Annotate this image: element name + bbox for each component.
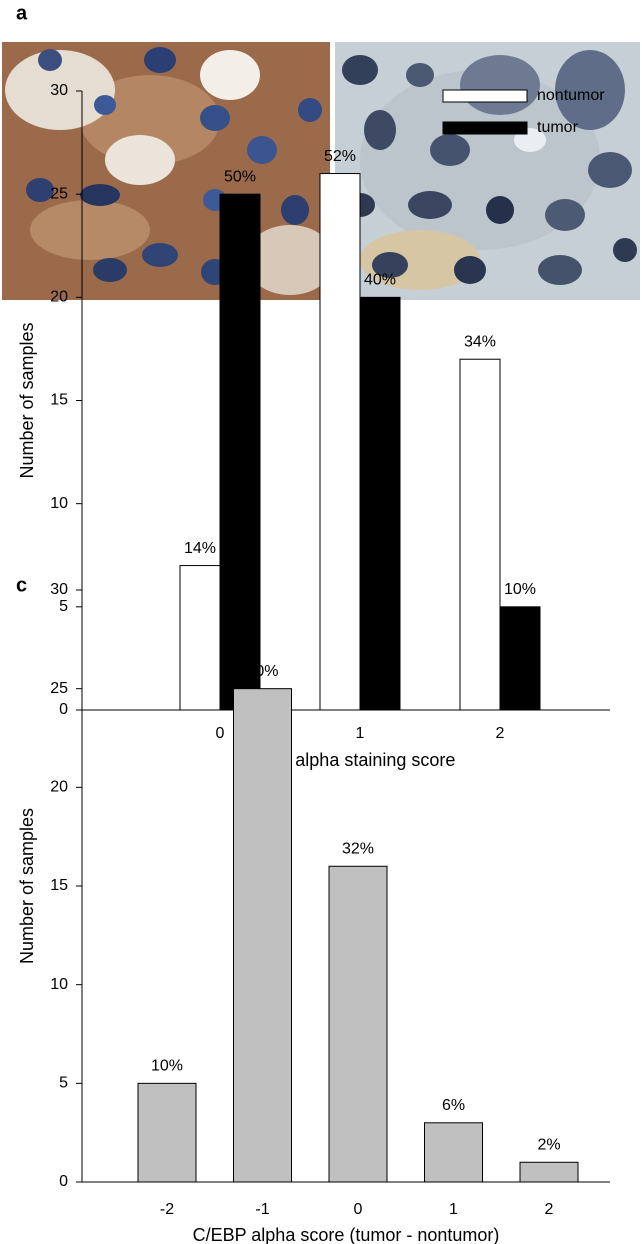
- y-axis-label: Number of samples: [17, 808, 37, 964]
- micrograph-tumor: [335, 42, 640, 300]
- value-label: 34%: [464, 333, 496, 350]
- y-tick-label: 5: [59, 1075, 68, 1092]
- value-label: 14%: [184, 540, 216, 557]
- bar: [520, 1162, 578, 1182]
- y-tick-label: 5: [59, 598, 68, 615]
- x-axis-label: C/EBP alpha score (tumor - nontumor): [193, 1225, 500, 1244]
- y-axis-label: Number of samples: [17, 322, 37, 478]
- legend-label: tumor: [537, 119, 579, 136]
- bar: [329, 866, 387, 1182]
- y-tick-label: 20: [50, 289, 68, 306]
- x-tick-label: 0: [354, 1201, 363, 1218]
- y-tick-label: 10: [50, 976, 68, 993]
- legend-label: nontumor: [537, 87, 605, 104]
- x-tick-label: 2: [545, 1201, 554, 1218]
- micrograph-nontumor: [2, 42, 335, 300]
- legend-swatch: [443, 90, 527, 102]
- bar: [180, 566, 220, 710]
- bar: [460, 359, 500, 710]
- figure: a b c: [0, 0, 642, 1244]
- value-label: 10%: [151, 1058, 183, 1075]
- x-tick-label: 2: [496, 725, 505, 742]
- y-tick-label: 25: [50, 680, 68, 697]
- bar: [360, 297, 400, 710]
- x-tick-label: 0: [216, 725, 225, 742]
- y-tick-label: 25: [50, 185, 68, 202]
- value-label: 6%: [442, 1097, 465, 1114]
- panel-label: a: [16, 2, 28, 24]
- panel-label: c: [16, 574, 27, 596]
- bar: [320, 174, 360, 710]
- y-tick-label: 0: [59, 701, 68, 718]
- value-label: 52%: [324, 148, 356, 165]
- value-label: 32%: [342, 840, 374, 857]
- value-label: 50%: [246, 663, 278, 680]
- value-label: 50%: [224, 168, 256, 185]
- y-tick-label: 10: [50, 495, 68, 512]
- y-tick-label: 15: [50, 392, 68, 409]
- value-label: 2%: [537, 1136, 560, 1153]
- x-tick-label: -1: [255, 1201, 269, 1218]
- bar: [500, 607, 540, 710]
- y-tick-label: 0: [59, 1173, 68, 1190]
- value-label: 10%: [504, 581, 536, 598]
- bar: [220, 194, 260, 710]
- x-tick-label: 1: [449, 1201, 458, 1218]
- y-tick-label: 20: [50, 779, 68, 796]
- y-tick-label: 15: [50, 877, 68, 894]
- x-tick-label: 1: [356, 725, 365, 742]
- legend-swatch: [443, 122, 527, 134]
- value-label: 40%: [364, 272, 396, 289]
- bar: [138, 1083, 196, 1182]
- bar: [234, 689, 292, 1182]
- bar: [425, 1123, 483, 1182]
- x-tick-label: -2: [160, 1201, 174, 1218]
- y-tick-label: 30: [50, 82, 68, 99]
- y-tick-label: 30: [50, 581, 68, 598]
